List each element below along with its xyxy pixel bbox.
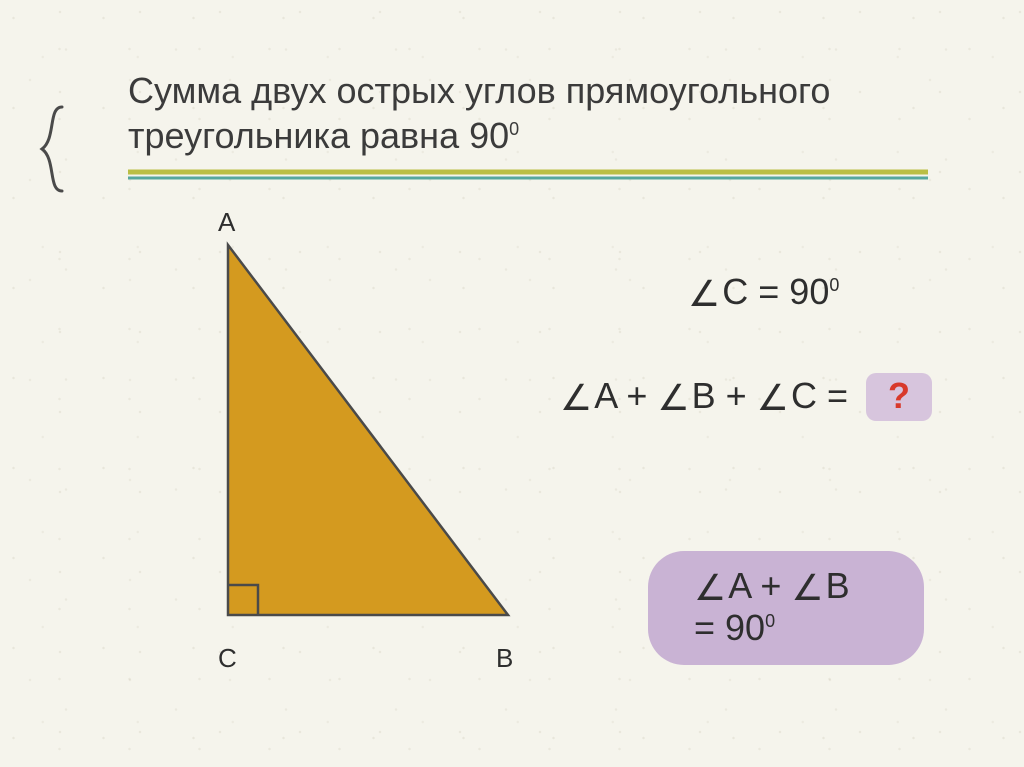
question-mark: ?: [888, 375, 910, 416]
angle-icon: ∠: [560, 377, 592, 419]
title-text: Сумма двух острых углов прямоугольного т…: [128, 70, 830, 156]
triangle-shape: [228, 245, 508, 615]
eq2-plus1: +: [616, 375, 657, 416]
slide-title: Сумма двух острых углов прямоугольного т…: [128, 68, 924, 158]
vertex-c: C: [218, 643, 237, 674]
ans-a: A: [728, 565, 750, 606]
ans-deg: 0: [765, 611, 775, 631]
triangle-svg: [188, 215, 528, 645]
ans-eq: = 90: [694, 607, 765, 648]
slide: Сумма двух острых углов прямоугольного т…: [0, 0, 1024, 767]
angle-icon: ∠: [791, 567, 823, 609]
question-box: ?: [866, 373, 932, 421]
eq2-eq: =: [817, 375, 858, 416]
triangle-figure: A C B: [188, 215, 528, 650]
ans-plus: +: [750, 565, 791, 606]
content-area: A C B ∠C = 900 ∠A + ∠B + ∠C = ? ∠A + ∠B …: [128, 205, 924, 745]
eq2-plus2: +: [716, 375, 757, 416]
eq1-angle: C: [722, 271, 748, 312]
bracket-decoration: [38, 105, 70, 193]
title-underline: [128, 166, 928, 182]
angle-icon: ∠: [694, 567, 726, 609]
eq2-b: B: [692, 375, 716, 416]
equation-1: ∠C = 900: [688, 271, 839, 313]
eq1-deg: 0: [829, 275, 839, 295]
equation-2: ∠A + ∠B + ∠C = ?: [560, 373, 932, 421]
vertex-b: B: [496, 643, 513, 674]
eq2-a: A: [594, 375, 616, 416]
eq2-c: C: [791, 375, 817, 416]
angle-icon: ∠: [688, 273, 720, 315]
eq1-eq: = 90: [748, 271, 829, 312]
angle-icon: ∠: [757, 377, 789, 419]
ans-b: B: [826, 565, 850, 606]
angle-icon: ∠: [657, 377, 689, 419]
vertex-a: A: [218, 207, 235, 238]
answer-pill: ∠A + ∠B = 900: [648, 551, 924, 665]
title-degree: 0: [509, 119, 519, 139]
